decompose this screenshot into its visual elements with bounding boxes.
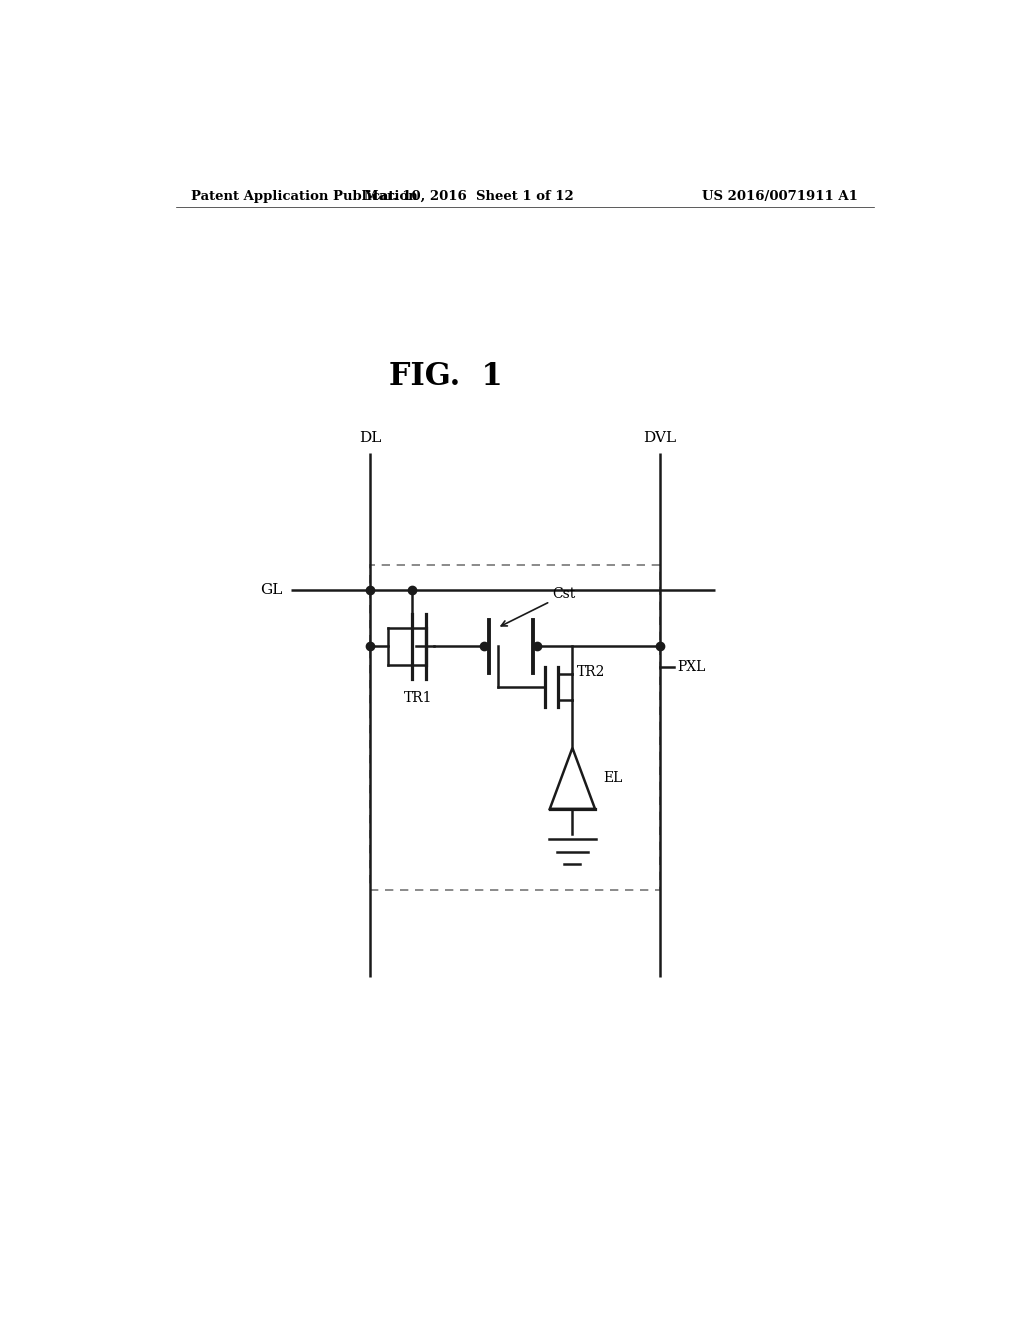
Text: US 2016/0071911 A1: US 2016/0071911 A1 [702, 190, 858, 202]
Text: Patent Application Publication: Patent Application Publication [191, 190, 418, 202]
Text: Mar. 10, 2016  Sheet 1 of 12: Mar. 10, 2016 Sheet 1 of 12 [365, 190, 574, 202]
Text: TR2: TR2 [577, 665, 605, 678]
Bar [370, 565, 659, 890]
Text: GL: GL [260, 583, 283, 598]
Text: DVL: DVL [643, 432, 676, 445]
Text: TR1: TR1 [403, 690, 432, 705]
Text: PXL: PXL [677, 660, 706, 673]
Text: Cst: Cst [553, 586, 575, 601]
Text: EL: EL [603, 771, 623, 785]
Text: DL: DL [358, 432, 381, 445]
Text: FIG.  1: FIG. 1 [389, 362, 502, 392]
